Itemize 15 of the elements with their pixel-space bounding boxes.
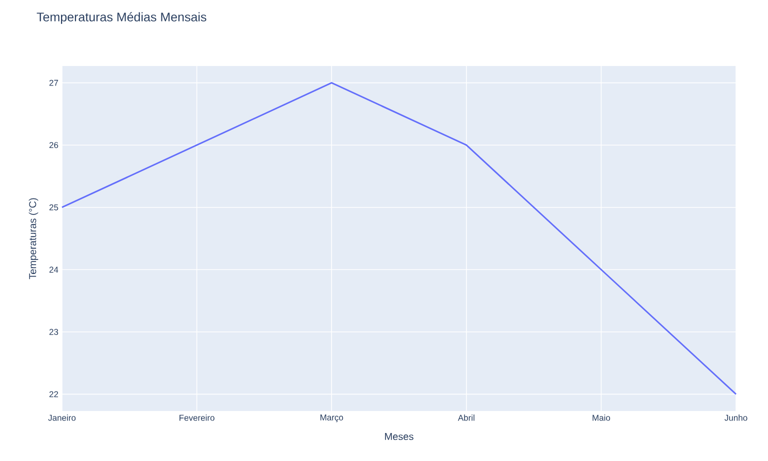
y-tick-label: 27 [49,80,58,86]
y-tick-label: 22 [49,391,58,398]
x-tick-label: Abril [458,414,474,421]
x-tick-label: Junho [724,414,748,421]
x-axis-title: Meses [385,433,414,440]
y-axis-title: Temperaturas (°C) [28,198,38,280]
chart-title: Temperaturas Médias Mensais [36,12,206,24]
x-tick-label: Março [320,414,344,422]
x-tick-label: Fevereiro [180,414,214,421]
x-tick-label: Janeiro [48,414,76,421]
y-tick-label: 26 [49,142,58,148]
y-tick-label: 23 [49,328,58,335]
y-tick-label: 25 [49,204,58,210]
y-tick-label: 24 [49,266,58,273]
x-tick-label: Maio [592,414,610,421]
